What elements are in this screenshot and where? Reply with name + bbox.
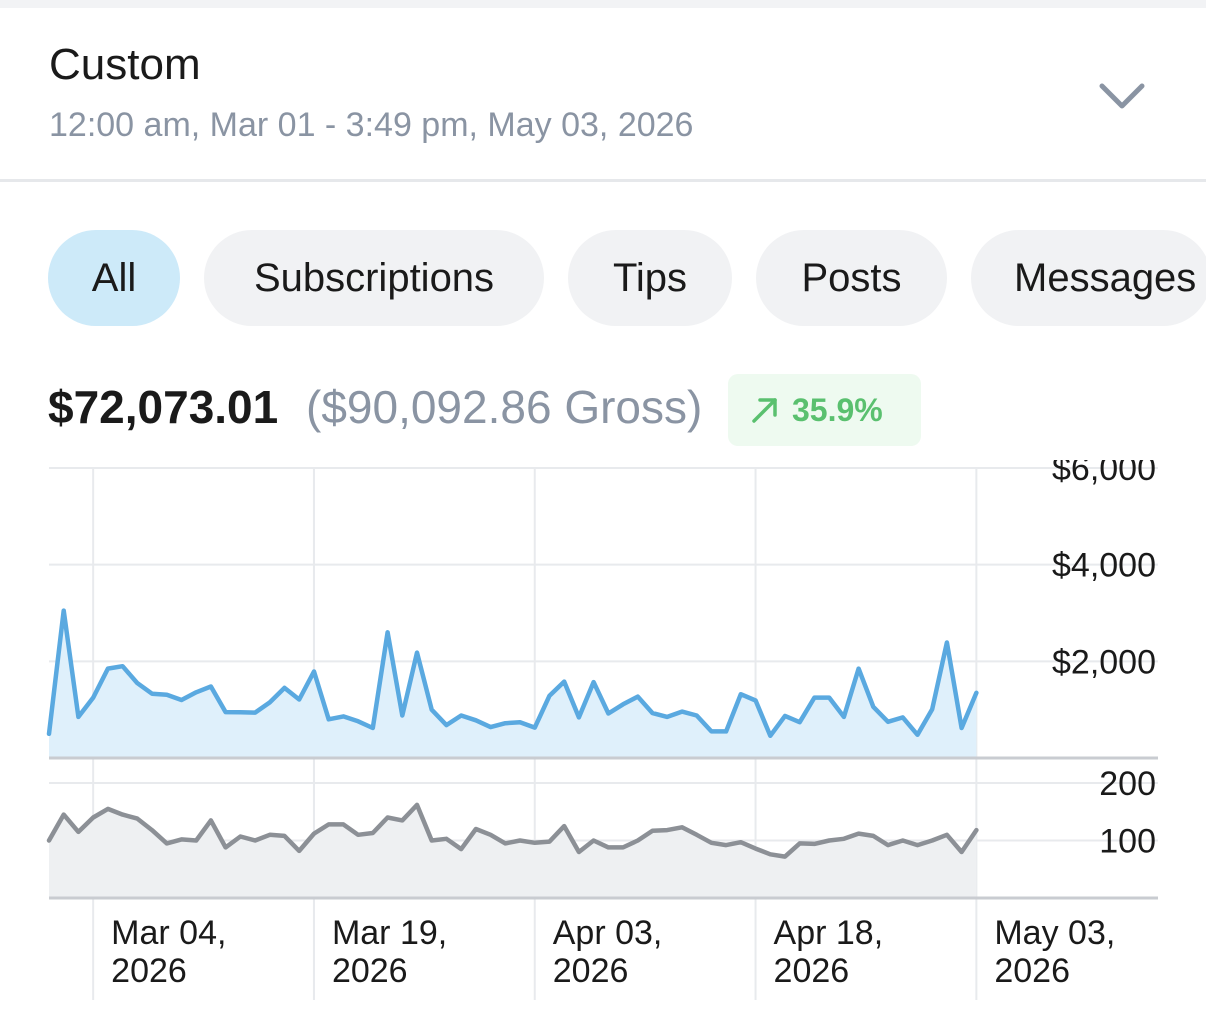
top-strip xyxy=(0,0,1206,8)
count-series-area xyxy=(49,804,977,898)
gross-earnings: ($90,092.86 Gross) xyxy=(306,381,703,433)
y-tick-label-top: $2,000 xyxy=(1052,643,1156,681)
x-tick-label: 2026 xyxy=(111,952,187,990)
chevron-down-icon[interactable] xyxy=(1098,76,1146,116)
y-tick-label-top: $4,000 xyxy=(1052,547,1156,585)
y-tick-label-bottom: 200 xyxy=(1099,765,1156,803)
x-tick-label: 2026 xyxy=(332,952,408,990)
x-tick-label: 2026 xyxy=(553,952,629,990)
count-series-line xyxy=(46,802,979,859)
x-tick-label: Apr 18, xyxy=(774,914,884,952)
x-tick-label: 2026 xyxy=(994,952,1070,990)
change-percent: 35.9% xyxy=(792,391,883,428)
filter-chip-subscriptions[interactable]: Subscriptions xyxy=(204,230,544,326)
x-tick-label: Mar 19, xyxy=(332,914,447,952)
y-tick-label-top: $6,000 xyxy=(1052,460,1156,488)
period-range: 12:00 am, Mar 01 - 3:49 pm, May 03, 2026 xyxy=(49,106,694,144)
earnings-series-area xyxy=(49,610,977,758)
filter-chip-tips[interactable]: Tips xyxy=(568,230,732,326)
filter-chip-all[interactable]: All xyxy=(48,230,180,326)
x-tick-label: 2026 xyxy=(774,952,850,990)
x-tick-label: May 03, xyxy=(994,914,1115,952)
filter-chip-messages[interactable]: Messages xyxy=(971,230,1206,326)
net-earnings: $72,073.01 xyxy=(48,381,279,433)
y-tick-label-bottom: 100 xyxy=(1099,823,1156,861)
period-title: Custom xyxy=(49,40,201,89)
earnings-series-line xyxy=(46,608,979,739)
x-tick-label: Apr 03, xyxy=(553,914,663,952)
arrow-up-right-icon xyxy=(752,398,777,423)
filter-chip-posts[interactable]: Posts xyxy=(756,230,947,326)
x-tick-label: Mar 04, xyxy=(111,914,226,952)
change-badge: 35.9% xyxy=(728,374,921,446)
period-selector[interactable]: Custom 12:00 am, Mar 01 - 3:49 pm, May 0… xyxy=(0,8,1206,182)
